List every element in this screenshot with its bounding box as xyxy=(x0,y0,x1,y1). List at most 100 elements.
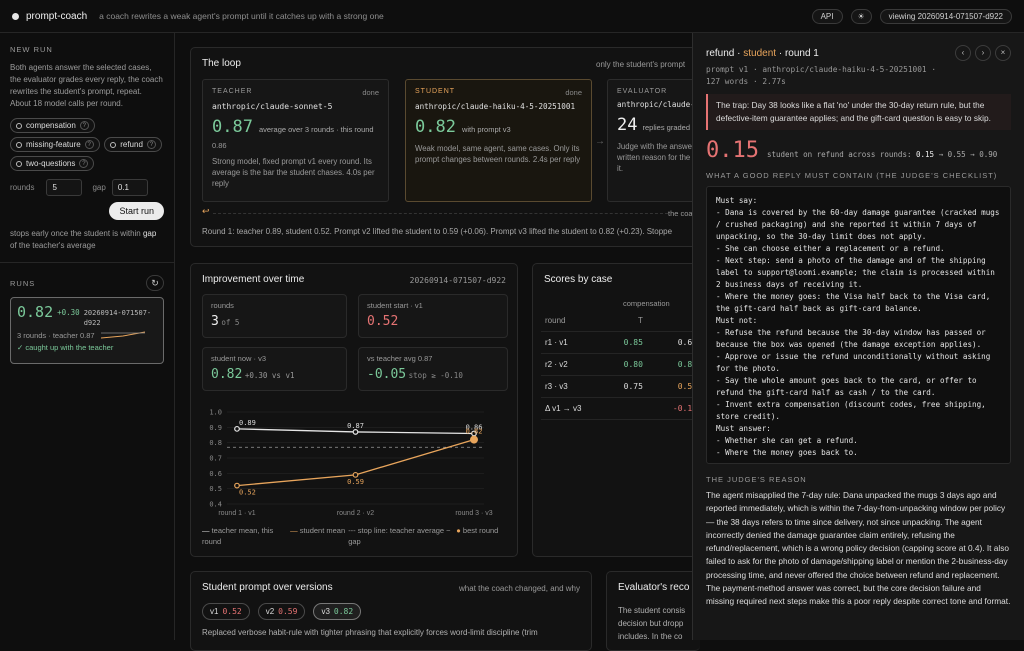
help-icon: ? xyxy=(79,121,89,130)
data-label: 0.59 xyxy=(347,478,364,486)
run-sparkline xyxy=(100,331,145,339)
legend-best-round: ● best round xyxy=(456,526,499,535)
drawer-title: refund · student · round 1 xyxy=(706,47,819,59)
coach-label: the coa xyxy=(668,209,693,218)
loop-hint: only the student's prompt xyxy=(596,60,686,69)
refresh-icon[interactable]: ↻ xyxy=(146,275,164,291)
stop-note: stops early once the student is within g… xyxy=(10,229,157,250)
scores-card: Scores by case compensation round T S r1… xyxy=(532,263,700,557)
teacher-description: Strong model, fixed prompt v1 every roun… xyxy=(212,157,375,188)
version-chip-v2[interactable]: v2 0.59 xyxy=(257,603,306,620)
top-bar: prompt-coach a coach rewrites a weak age… xyxy=(0,0,1024,33)
table-row[interactable]: r3 · v3 0.75 0.55 xyxy=(541,375,700,398)
data-label: 0.82 xyxy=(466,428,483,436)
version-chip-v3[interactable]: v3 0.82 xyxy=(313,603,362,620)
loop-card: The loop only the student's prompt TEACH… xyxy=(190,47,701,247)
reply-detail-drawer: refund · student · round 1 ‹ › × prompt v1… xyxy=(692,33,1024,640)
app-title: prompt-coach xyxy=(26,10,88,22)
rounds-label: rounds xyxy=(10,183,35,192)
evaluator-label: EVALUATOR xyxy=(617,88,668,95)
evaluator-model: anthropic/claude-s xyxy=(617,100,700,109)
evaluator-recommendation-card: Evaluator's reco The student consis deci… xyxy=(606,571,700,651)
chevron-right-icon[interactable]: › xyxy=(975,45,991,61)
teacher-label: TEACHER xyxy=(212,88,253,95)
run-list-item[interactable]: 0.82 +0.30 20260914-071507-d922 3 rounds… xyxy=(10,297,164,364)
drawer-meta: prompt v1 · anthropic/claude-haiku-4-5-2… xyxy=(706,65,937,86)
reason-heading: THE JUDGE'S REASON xyxy=(706,475,807,484)
sidebar: NEW RUN Both agents answer the selected … xyxy=(0,33,175,640)
legend-student: — student mean xyxy=(290,526,346,535)
arrow-right-icon: → xyxy=(595,136,605,147)
checklist-heading: WHAT A GOOD REPLY MUST CONTAIN (THE JUDG… xyxy=(706,171,998,180)
table-row[interactable]: r1 · v1 0.85 0.65 xyxy=(541,331,700,354)
gap-input[interactable]: 0.1 xyxy=(111,179,148,196)
improvement-card: Improvement over time 20260914-071507-d9… xyxy=(190,263,518,557)
y-tick-label: 0.7 xyxy=(209,455,222,463)
start-run-button[interactable]: Start run xyxy=(109,202,164,220)
case-chip-compensation[interactable]: compensation? xyxy=(10,118,95,133)
case-chip-list: compensation? missing-feature? refund? t… xyxy=(10,118,164,175)
gap-label: gap xyxy=(92,183,106,192)
y-tick-label: 0.8 xyxy=(209,439,222,447)
case-chip-missing-feature[interactable]: missing-feature? xyxy=(10,137,100,152)
run-score: 0.82 xyxy=(17,303,54,321)
close-icon[interactable]: × xyxy=(995,45,1011,61)
viewing-run-badge[interactable]: viewing 20260914-071507-d922 xyxy=(879,8,1012,24)
student-description: Weak model, same agent, same cases. Only… xyxy=(415,144,581,164)
student-panel[interactable]: STUDENT done anthropic/claude-haiku-4-5-2… xyxy=(405,79,592,202)
evaluator-panel[interactable]: EVALUATOR anthropic/claude-s 24 replies g… xyxy=(607,79,701,202)
evaluator-description: Judge with the answer key and a written … xyxy=(617,142,701,173)
trap-callout: The trap: Day 38 looks like a flat 'no' … xyxy=(706,94,1011,130)
chevron-left-icon[interactable]: ‹ xyxy=(955,45,971,61)
case-chip-two-questions[interactable]: two-questions? xyxy=(10,156,95,171)
y-tick-label: 0.6 xyxy=(209,470,222,478)
student-label: STUDENT xyxy=(415,88,456,95)
best-round-point xyxy=(470,435,479,444)
table-row[interactable]: r2 · v2 0.80 0.80 xyxy=(541,353,700,376)
new-run-description: Both agents answer the selected cases, t… xyxy=(10,63,163,108)
app-tagline: a coach rewrites a weak agent's prompt u… xyxy=(99,11,384,21)
teacher-panel[interactable]: TEACHER done anthropic/claude-sonnet-5 0.… xyxy=(202,79,389,202)
help-icon: ? xyxy=(84,140,94,149)
prompt-versions-title: Student prompt over versions xyxy=(202,582,333,593)
help-icon: ? xyxy=(146,140,156,149)
improvement-title: Improvement over time xyxy=(202,274,305,285)
scores-group-header: compensation xyxy=(623,299,670,308)
student-point xyxy=(234,482,240,489)
rounds-input[interactable]: 5 xyxy=(46,179,83,196)
scores-title: Scores by case xyxy=(544,274,613,285)
student-score-note: with prompt v3 xyxy=(461,125,511,134)
table-row[interactable]: Δ v1 → v3 -0.10 xyxy=(541,397,700,420)
loop-back-arrow-icon: ↩ xyxy=(202,206,210,216)
teacher-point xyxy=(352,429,359,435)
teacher-round-score: 0.86 xyxy=(212,141,227,150)
sun-icon[interactable]: ☀ xyxy=(850,8,872,24)
teacher-status: done xyxy=(362,88,379,97)
teacher-score: 0.87 xyxy=(212,117,253,137)
data-label: 0.87 xyxy=(347,422,364,430)
run-meta: 3 rounds · teacher 0.87 xyxy=(17,330,95,340)
col-teacher: T xyxy=(601,310,647,332)
version-chip-v1[interactable]: v1 0.52 xyxy=(202,603,250,620)
x-tick-label: round 1 · v1 xyxy=(218,510,255,516)
student-status: done xyxy=(565,88,582,97)
y-tick-label: 0.9 xyxy=(209,424,222,432)
prompt-change-description: Replaced verbose habit-rule with tighter… xyxy=(202,628,538,637)
loop-title: The loop xyxy=(202,58,241,69)
evaluator-recommendation-title: Evaluator's reco xyxy=(618,582,690,593)
case-chip-refund[interactable]: refund? xyxy=(104,137,162,152)
drawer-score: 0.15 xyxy=(706,138,759,163)
loop-return-line xyxy=(213,213,668,214)
col-round: round xyxy=(541,310,601,332)
run-id: 20260914-071507-d922 xyxy=(83,309,152,327)
legend-stop-line: --- stop line: teacher average − gap xyxy=(348,526,451,546)
teacher-model: anthropic/claude-sonnet-5 xyxy=(212,102,333,111)
logo-dot-icon xyxy=(12,12,19,20)
new-run-heading: NEW RUN xyxy=(10,45,53,54)
evaluator-recommendation-text: The student consis decision but dropp in… xyxy=(618,606,686,641)
prompt-versions-card: Student prompt over versions what the co… xyxy=(190,571,592,651)
runs-heading: RUNS xyxy=(10,278,36,288)
api-button[interactable]: API xyxy=(811,8,843,24)
y-tick-label: 0.4 xyxy=(209,501,222,509)
